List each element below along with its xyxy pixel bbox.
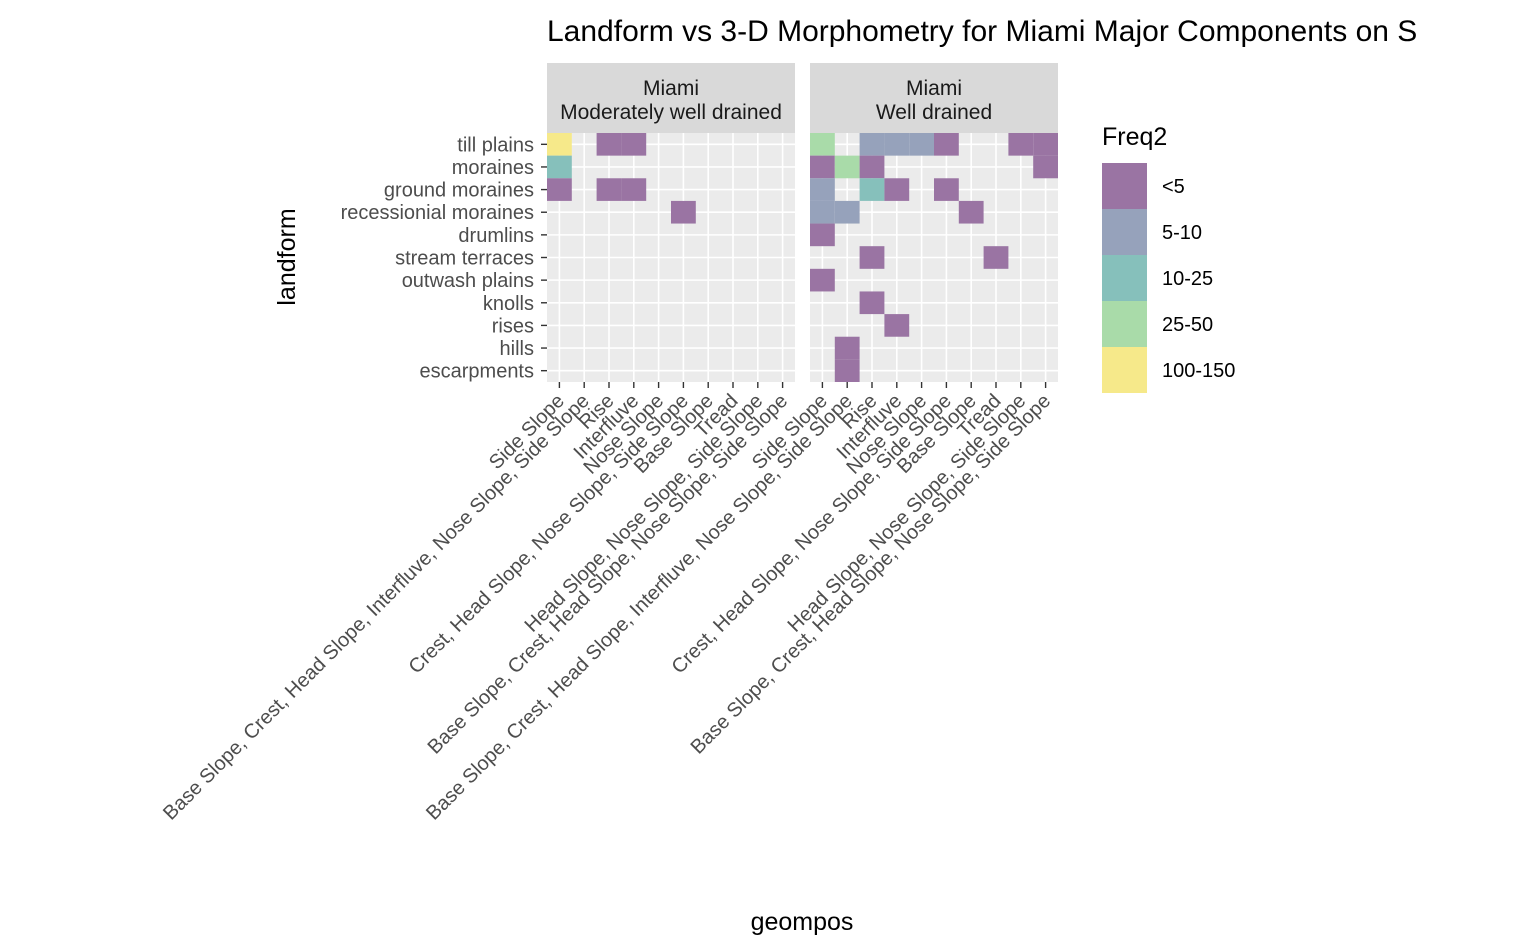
heatmap-cell [810,155,835,179]
legend-swatch [1102,163,1147,209]
heatmap-cell [834,359,860,382]
heatmap-cell [671,200,696,224]
facet-strip [810,63,1058,133]
heatmap-cell [934,178,959,201]
legend-swatch [1102,209,1147,255]
heatmap-cell [859,291,885,315]
facet-strip [547,63,795,133]
heatmap-cell [1033,133,1058,156]
facet-strip-label: Miami [906,77,962,100]
y-axis-title: landform [273,208,301,305]
y-tick-label: rises [492,315,534,337]
heatmap-cell [859,246,885,269]
y-tick-label: till plains [457,134,534,156]
y-tick-label: moraines [452,157,534,179]
heatmap-cell [884,133,910,156]
heatmap-cell [547,155,572,179]
y-tick-label: knolls [483,293,534,315]
legend-label: 100-150 [1162,360,1235,382]
y-tick-label: escarpments [420,361,535,383]
heatmap-cell [934,133,959,156]
heatmap-cell [859,178,885,201]
heatmap-cell [810,178,835,201]
heatmap-cell [596,178,622,201]
heatmap-cell [621,178,647,201]
heatmap-cell [859,155,885,179]
facet-strip-label: Well drained [876,101,992,124]
heatmap-cell [1008,133,1034,156]
legend-label: 5-10 [1162,222,1202,244]
heatmap-cell [621,133,647,156]
heatmap-cell [859,133,885,156]
heatmap-cell [884,178,910,201]
legend-swatch [1102,347,1147,393]
legend-label: <5 [1162,176,1185,198]
x-axis-title: geompos [751,908,854,936]
legend: Freq2 <5 5-10 10-25 25-50 100-150 [1102,123,1235,393]
chart-title: Landform vs 3-D Morphometry for Miami Ma… [547,15,1417,48]
heatmap-cell [810,268,835,292]
y-tick-label: stream terraces [395,248,534,270]
heatmap-cell [1033,155,1058,179]
heatmap-cell [810,133,835,156]
facet-strip-label: Moderately well drained [560,101,782,124]
heatmap-cell [547,133,572,156]
heatmap-cell [810,223,835,247]
y-tick-label: recessionial moraines [341,202,534,224]
heatmap-cell [834,336,860,360]
heatmap-cell [810,200,835,224]
y-tick-label: ground moraines [384,180,534,202]
heatmap-cell [958,200,984,224]
y-tick-label: outwash plains [402,270,534,292]
y-tick-label: drumlins [458,225,534,247]
x-tick-label: Base Slope, Crest, Head Slope, Interfluv… [159,390,594,825]
y-tick-label: hills [500,338,534,360]
heatmap-cell [547,178,572,201]
legend-swatch [1102,255,1147,301]
heatmap-cell [909,133,934,156]
legend-label: 10-25 [1162,268,1213,290]
facet-strip-label: Miami [643,77,699,100]
legend-swatch [1102,301,1147,347]
heatmap-cell [596,133,622,156]
legend-label: 25-50 [1162,314,1213,336]
heatmap-cell [983,246,1009,269]
heatmap-cell [834,155,860,179]
heatmap-cell [884,314,910,337]
heatmap-cell [834,200,860,224]
legend-title: Freq2 [1102,123,1167,151]
